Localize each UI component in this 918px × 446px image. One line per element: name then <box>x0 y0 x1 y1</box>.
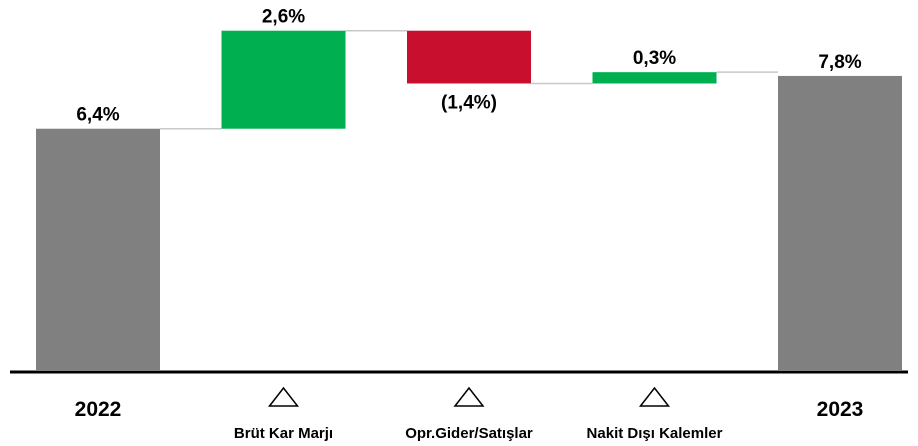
bar <box>221 30 346 129</box>
x-tick-label: 2022 <box>75 398 122 421</box>
x-tick-label: Brüt Kar Marjı <box>234 425 333 442</box>
value-label: 0,3% <box>633 48 676 69</box>
bar <box>36 128 160 370</box>
bar <box>592 72 717 84</box>
bar <box>407 30 531 84</box>
value-label: (1,4%) <box>441 92 497 113</box>
value-label: 6,4% <box>76 105 119 126</box>
x-tick-label: Nakit Dışı Kalemler <box>587 425 723 442</box>
value-label: 7,8% <box>818 52 861 73</box>
bar <box>778 75 902 370</box>
x-tick-label: 2023 <box>817 398 864 421</box>
delta-icon <box>453 386 485 407</box>
delta-icon <box>638 386 671 407</box>
delta-icon <box>267 386 300 407</box>
x-tick-label: Opr.Gider/Satışlar <box>405 425 533 442</box>
value-label: 2,6% <box>262 7 305 28</box>
